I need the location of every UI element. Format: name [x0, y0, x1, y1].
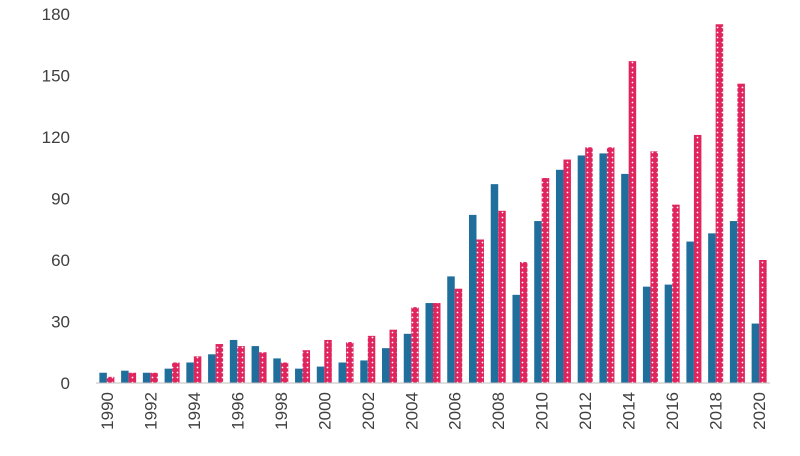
bar-series-2-2001 — [346, 342, 354, 383]
bar-series-2-2002 — [367, 335, 376, 383]
bar-series-2-1995 — [215, 344, 224, 383]
bar-series-1-2018 — [708, 233, 716, 383]
x-tick-label: 2000 — [315, 392, 334, 430]
x-tick-label: 1994 — [185, 392, 204, 430]
y-tick-label: 30 — [51, 313, 70, 332]
bar-series-1-2019 — [729, 221, 738, 383]
x-tick-label: 2014 — [620, 392, 639, 430]
x-tick-label: 2020 — [750, 392, 769, 430]
x-tick-label: 1990 — [98, 392, 117, 430]
bar-series-2-1993 — [172, 362, 180, 383]
y-tick-label: 60 — [51, 251, 70, 270]
x-tick-label: 2002 — [359, 392, 378, 430]
bar-series-2-2008 — [498, 210, 506, 383]
bar-series-1-2005 — [425, 303, 433, 383]
bar-series-2-1990 — [106, 376, 115, 383]
bar-series-1-1992 — [142, 372, 151, 383]
y-tick-label: 150 — [42, 67, 70, 86]
bar-series-2-2005 — [433, 303, 441, 383]
x-tick-label: 2018 — [707, 392, 726, 430]
bar-series-1-2011 — [555, 169, 564, 383]
bars-group — [99, 24, 767, 384]
bar-series-1-2003 — [382, 348, 390, 383]
x-tick-label: 2010 — [533, 392, 552, 430]
bar-series-1-2002 — [360, 360, 368, 383]
bar-series-2-2017 — [693, 134, 702, 383]
bar-series-1-2016 — [664, 284, 673, 383]
bar-series-1-1990 — [99, 372, 107, 383]
bar-series-1-2013 — [599, 153, 607, 383]
x-tick-label: 2012 — [576, 392, 595, 430]
bar-series-2-1998 — [280, 362, 289, 383]
bar-series-2-2003 — [389, 329, 398, 383]
bar-series-2-2012 — [585, 147, 593, 383]
bar-series-2-2013 — [606, 147, 615, 383]
bar-series-1-1998 — [273, 358, 281, 383]
bar-series-2-1996 — [237, 346, 245, 383]
y-tick-label: 0 — [61, 374, 70, 393]
bar-series-1-2007 — [468, 214, 477, 383]
bar-series-2-2007 — [476, 239, 484, 383]
bar-series-1-2015 — [642, 286, 651, 383]
x-tick-label: 2008 — [489, 392, 508, 430]
bar-series-1-2001 — [338, 362, 347, 383]
x-tick-label: 1992 — [141, 392, 160, 430]
bar-series-2-2018 — [715, 24, 724, 383]
bar-series-1-2020 — [751, 323, 760, 383]
bar-series-1-1999 — [295, 368, 303, 383]
bar-series-2-2011 — [563, 159, 571, 383]
bar-series-1-1994 — [186, 362, 194, 383]
x-axis: 1990 1992 1994 1996 1998 2000 2002 2004 2006 2008… — [98, 392, 769, 430]
y-tick-label: 90 — [51, 190, 70, 209]
bar-series-1-1991 — [121, 370, 129, 383]
bar-series-2-2016 — [672, 204, 680, 383]
bar-series-2-1997 — [259, 352, 267, 383]
x-tick-label: 1996 — [228, 392, 247, 430]
bar-series-2-2000 — [324, 339, 332, 383]
bar-series-1-2006 — [447, 276, 455, 383]
bar-series-2-1992 — [150, 372, 158, 383]
bar-series-2-2015 — [650, 151, 658, 383]
bar-series-2-1999 — [302, 350, 311, 383]
bar-series-1-1996 — [229, 339, 238, 383]
bar-series-2-2010 — [541, 178, 550, 383]
bar-series-1-1997 — [251, 346, 260, 383]
bar-series-1-2017 — [686, 241, 694, 383]
bar-series-1-2000 — [316, 366, 325, 383]
x-tick-label: 2016 — [663, 392, 682, 430]
bar-series-1-1993 — [164, 368, 173, 383]
y-tick-label: 120 — [42, 128, 70, 147]
y-tick-label: 180 — [42, 5, 70, 24]
bar-series-1-2009 — [512, 294, 520, 383]
bar-series-1-2012 — [577, 155, 586, 383]
bar-series-2-1991 — [128, 372, 137, 383]
x-tick-label: 1998 — [272, 392, 291, 430]
y-axis: 0 30 60 90 120 150 180 — [42, 5, 70, 393]
bar-series-2-2014 — [628, 61, 637, 384]
bar-series-1-2004 — [403, 333, 412, 383]
bar-series-2-2019 — [737, 83, 745, 383]
x-tick-label: 2006 — [446, 392, 465, 430]
bar-series-1-2008 — [490, 184, 499, 383]
bar-series-2-1994 — [193, 356, 202, 383]
bar-series-1-1995 — [208, 354, 216, 383]
bar-series-2-2009 — [519, 262, 528, 383]
x-tick-label: 2004 — [402, 392, 421, 430]
bar-series-2-2006 — [454, 288, 463, 383]
bar-series-2-2020 — [759, 260, 767, 383]
bar-series-1-2010 — [534, 221, 542, 383]
bar-series-1-2014 — [621, 173, 629, 383]
bar-series-2-2004 — [411, 307, 419, 383]
